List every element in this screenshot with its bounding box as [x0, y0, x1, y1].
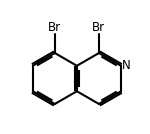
Text: Br: Br — [48, 21, 61, 34]
Text: N: N — [122, 59, 131, 72]
Text: Br: Br — [92, 21, 105, 34]
